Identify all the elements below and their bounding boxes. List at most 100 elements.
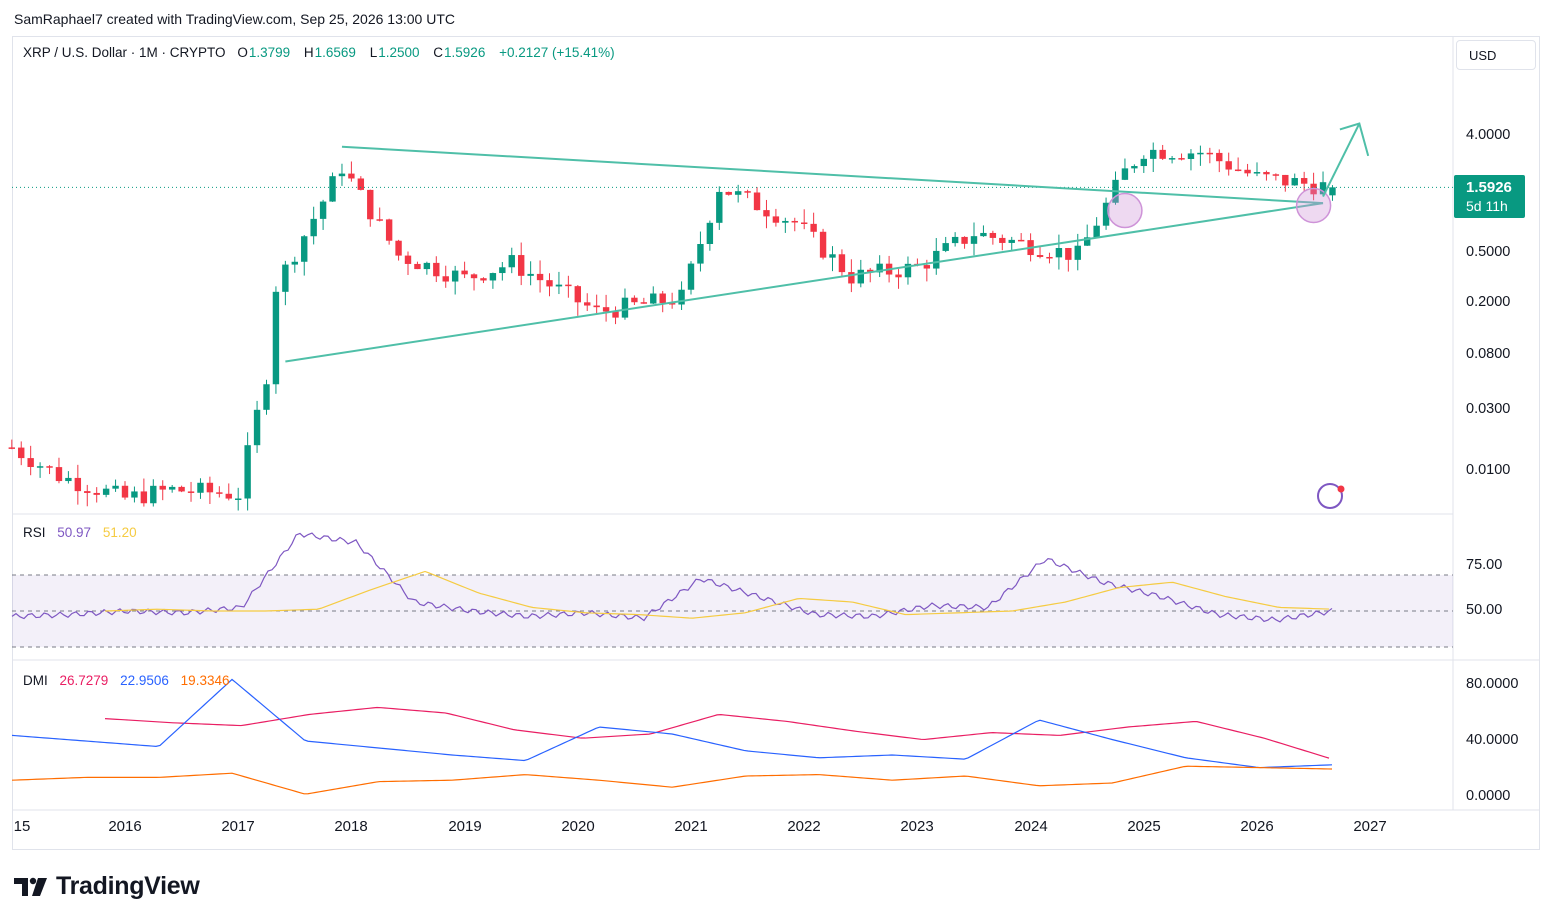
candle-body xyxy=(574,286,581,303)
plus-di-value: 22.9506 xyxy=(120,673,169,688)
candle-body xyxy=(451,270,459,282)
candle-body xyxy=(867,269,874,273)
candle-body xyxy=(319,201,327,219)
candle-body xyxy=(84,491,91,493)
candle-body xyxy=(367,189,374,220)
candle-body xyxy=(140,491,148,504)
candle-body xyxy=(1197,152,1204,155)
time-tick: 2019 xyxy=(448,818,482,835)
candle-body xyxy=(753,192,761,211)
projection-arrowhead xyxy=(1339,122,1370,157)
rsi-legend: RSI 50.97 51.20 xyxy=(23,525,145,540)
close-value: 1.5926 xyxy=(444,45,486,60)
candle-body xyxy=(1300,178,1308,184)
candle-body xyxy=(480,278,487,281)
rsi-tick: 75.00 xyxy=(1466,557,1503,573)
trendline xyxy=(285,202,1324,363)
candle-body xyxy=(518,255,525,276)
candle-body xyxy=(565,284,572,287)
candle-body xyxy=(1291,178,1298,186)
candle-body xyxy=(1319,182,1327,195)
candle-body xyxy=(923,265,931,269)
candle-body xyxy=(461,270,468,275)
candle-body xyxy=(244,445,251,499)
candle-body xyxy=(414,263,421,270)
candle-body xyxy=(150,485,157,504)
currency-button[interactable]: USD xyxy=(1456,40,1536,70)
rsi-line xyxy=(11,532,1333,623)
candle-body xyxy=(131,491,138,498)
assistant-icon xyxy=(1317,483,1343,509)
candle-body xyxy=(970,236,978,244)
candle-body xyxy=(159,485,166,490)
candle-body xyxy=(348,173,355,179)
dmi-name[interactable]: DMI xyxy=(23,673,48,688)
candle-body xyxy=(697,244,704,264)
candle-body xyxy=(178,486,185,492)
candle-body xyxy=(8,447,15,449)
candle-body xyxy=(65,477,72,482)
rsi-ma-value: 51.20 xyxy=(102,525,137,540)
candle-body xyxy=(1036,255,1044,257)
candle-body xyxy=(1131,166,1138,169)
rsi-name[interactable]: RSI xyxy=(23,525,46,540)
time-tick: 2022 xyxy=(787,818,821,835)
candle-body xyxy=(235,498,242,500)
candle-body xyxy=(253,409,261,446)
candle-body xyxy=(1263,172,1270,175)
candle-body xyxy=(102,488,110,495)
candle-body xyxy=(838,254,846,273)
candle-body xyxy=(168,486,176,490)
change-value: +0.2127 (+15.41%) xyxy=(499,45,615,60)
candle-body xyxy=(1206,152,1214,155)
candle-body xyxy=(687,263,695,290)
candle-body xyxy=(489,273,497,281)
time-tick: 2023 xyxy=(900,818,934,835)
candle-body xyxy=(716,191,723,223)
candle-body xyxy=(1065,248,1072,260)
candle-body xyxy=(1017,239,1025,242)
candle-body xyxy=(876,263,883,273)
candle-body xyxy=(18,447,25,459)
candle-body xyxy=(602,307,610,312)
symbol-name[interactable]: XRP / U.S. Dollar · 1M · CRYPTO xyxy=(23,45,226,60)
time-tick: 2020 xyxy=(561,818,595,835)
candle-body xyxy=(1253,172,1261,174)
candle-body xyxy=(819,231,827,258)
candle-body xyxy=(1282,174,1289,186)
low-key: L xyxy=(369,45,378,60)
high-value: 1.6569 xyxy=(314,45,356,60)
candle-body xyxy=(942,243,949,251)
candle-body xyxy=(263,384,270,410)
candle-body xyxy=(980,232,987,237)
candle-body xyxy=(734,191,742,195)
candle-body xyxy=(829,254,836,258)
candle-body xyxy=(706,222,714,245)
candle-body xyxy=(310,218,317,237)
candle-body xyxy=(499,267,506,274)
candle-body xyxy=(1074,245,1081,260)
candle-body xyxy=(895,274,902,278)
dmi-tick: 80.0000 xyxy=(1466,676,1519,692)
candle-body xyxy=(121,485,129,498)
candle-body xyxy=(631,297,638,303)
candle-body xyxy=(527,273,534,276)
candle-body xyxy=(1140,158,1147,167)
rsi-tick: 50.00 xyxy=(1466,602,1503,618)
candle-body xyxy=(1102,202,1110,226)
tradingview-logo[interactable]: TradingView xyxy=(14,872,200,901)
candle-body xyxy=(1055,248,1063,258)
candle-body xyxy=(659,293,666,304)
candle-body xyxy=(857,269,864,284)
candle-body xyxy=(961,236,968,244)
rsi-value: 50.97 xyxy=(57,525,92,540)
brand-name: TradingView xyxy=(56,872,200,900)
candle-body xyxy=(112,485,119,489)
time-tick: 2024 xyxy=(1014,818,1048,835)
candle-body xyxy=(272,291,280,385)
price-tick: 0.5000 xyxy=(1466,244,1511,260)
candle-body xyxy=(282,264,289,292)
candle-body xyxy=(782,220,789,223)
candle-body xyxy=(376,219,383,221)
